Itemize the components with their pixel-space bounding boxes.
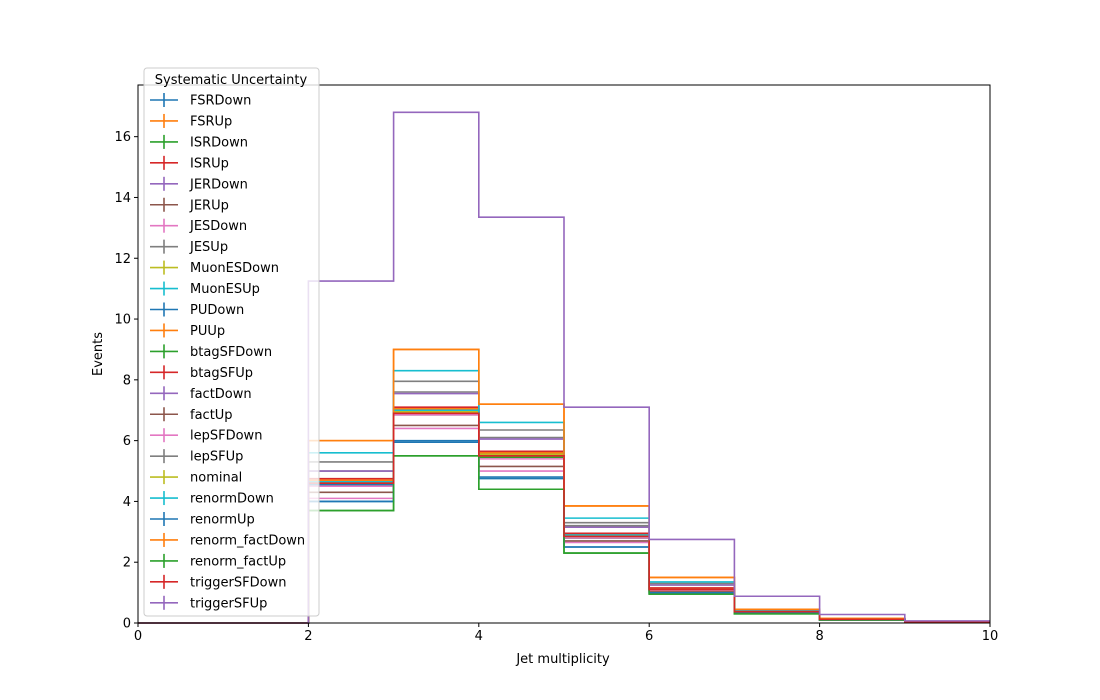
legend-label: nominal bbox=[190, 471, 242, 486]
y-tick-label: 4 bbox=[123, 495, 131, 510]
legend-entry-JESUp: JESUp bbox=[150, 239, 228, 255]
x-axis-label: Jet multiplicity bbox=[515, 652, 610, 667]
legend-frame bbox=[143, 67, 320, 617]
legend-entry-renormDown: renormDown bbox=[150, 491, 274, 507]
legend-entry-FSRUp: FSRUp bbox=[150, 113, 232, 129]
legend-entry-nominal: nominal bbox=[150, 470, 242, 486]
legend-entry-triggerSFDown: triggerSFDown bbox=[150, 574, 286, 590]
legend-label: MuonESDown bbox=[190, 261, 279, 276]
y-axis-label: Events bbox=[91, 332, 106, 376]
legend-title: Systematic Uncertainty bbox=[155, 73, 308, 88]
legend-entry-ISRDown: ISRDown bbox=[150, 134, 248, 150]
x-tick-label: 10 bbox=[982, 629, 999, 644]
legend-label: PUUp bbox=[190, 324, 225, 339]
y-tick-label: 16 bbox=[114, 130, 131, 145]
legend-entry-JESDown: JESDown bbox=[150, 218, 247, 234]
legend-label: FSRDown bbox=[190, 94, 251, 109]
legend-label: renormUp bbox=[190, 513, 255, 528]
legend-label: renorm_factDown bbox=[190, 533, 305, 548]
y-tick-label: 14 bbox=[114, 191, 131, 206]
legend-label: factDown bbox=[190, 387, 252, 402]
legend-entry-factDown: factDown bbox=[150, 386, 252, 402]
legend-entry-btagSFUp: btagSFUp bbox=[150, 365, 253, 381]
y-tick-label: 2 bbox=[123, 556, 131, 571]
y-tick-label: 8 bbox=[123, 373, 131, 388]
legend-entry-JERUp: JERUp bbox=[150, 197, 229, 213]
legend-label: JESDown bbox=[189, 219, 247, 234]
legend-entries: FSRDown FSRUp ISRDown ISRUp JERDown JERUp JESD… bbox=[150, 93, 305, 611]
legend-label: triggerSFDown bbox=[190, 575, 286, 590]
legend-entry-JERDown: JERDown bbox=[150, 176, 248, 192]
legend-entry-FSRDown: FSRDown bbox=[150, 93, 251, 109]
legend-entry-ISRUp: ISRUp bbox=[150, 155, 229, 171]
legend-label: renorm_factUp bbox=[190, 554, 286, 569]
x-tick-label: 2 bbox=[304, 629, 312, 644]
legend-entry-MuonESDown: MuonESDown bbox=[150, 260, 279, 276]
axes: 0 2 4 6 8 10 0 2 4 6 8 10 12 14 16 bbox=[114, 84, 999, 644]
legend-label: triggerSFUp bbox=[190, 596, 267, 611]
legend-label: btagSFDown bbox=[190, 345, 272, 360]
legend-entry-triggerSFUp: triggerSFUp bbox=[150, 595, 267, 611]
legend-label: ISRUp bbox=[190, 156, 229, 171]
legend-label: factUp bbox=[190, 408, 233, 423]
legend-label: lepSFDown bbox=[190, 429, 262, 444]
y-tick-label: 12 bbox=[114, 252, 131, 267]
legend-label: renormDown bbox=[190, 492, 274, 507]
y-tick-label: 6 bbox=[123, 434, 131, 449]
legend-label: PUDown bbox=[190, 303, 244, 318]
y-tick-label: 0 bbox=[123, 617, 131, 632]
x-tick-label: 8 bbox=[815, 629, 823, 644]
legend-label: btagSFUp bbox=[190, 366, 253, 381]
legend-entry-PUDown: PUDown bbox=[150, 302, 244, 318]
axes-frame bbox=[137, 84, 991, 624]
legend-entry-renorm_factUp: renorm_factUp bbox=[150, 553, 286, 569]
legend: Systematic Uncertainty FSRDown FSRUp ISRDo… bbox=[143, 67, 320, 617]
legend-entry-PUUp: PUUp bbox=[150, 323, 225, 339]
legend-label: FSRUp bbox=[190, 114, 232, 129]
legend-label: ISRDown bbox=[190, 135, 248, 150]
legend-label: JERUp bbox=[189, 198, 229, 213]
legend-entry-lepSFUp: lepSFUp bbox=[150, 449, 243, 465]
y-tick-label: 10 bbox=[114, 313, 131, 328]
legend-entry-renormUp: renormUp bbox=[150, 512, 255, 528]
x-tick-label: 0 bbox=[134, 629, 142, 644]
legend-label: MuonESUp bbox=[190, 282, 260, 297]
legend-label: JESUp bbox=[189, 240, 228, 255]
legend-entry-btagSFDown: btagSFDown bbox=[150, 344, 272, 360]
legend-label: JERDown bbox=[189, 177, 248, 192]
legend-label: lepSFUp bbox=[190, 450, 243, 465]
legend-entry-factUp: factUp bbox=[150, 407, 233, 423]
legend-entry-MuonESUp: MuonESUp bbox=[150, 281, 260, 297]
x-tick-label: 4 bbox=[475, 629, 483, 644]
legend-entry-renorm_factDown: renorm_factDown bbox=[150, 532, 305, 548]
legend-entry-lepSFDown: lepSFDown bbox=[150, 428, 262, 444]
x-tick-label: 6 bbox=[645, 629, 653, 644]
